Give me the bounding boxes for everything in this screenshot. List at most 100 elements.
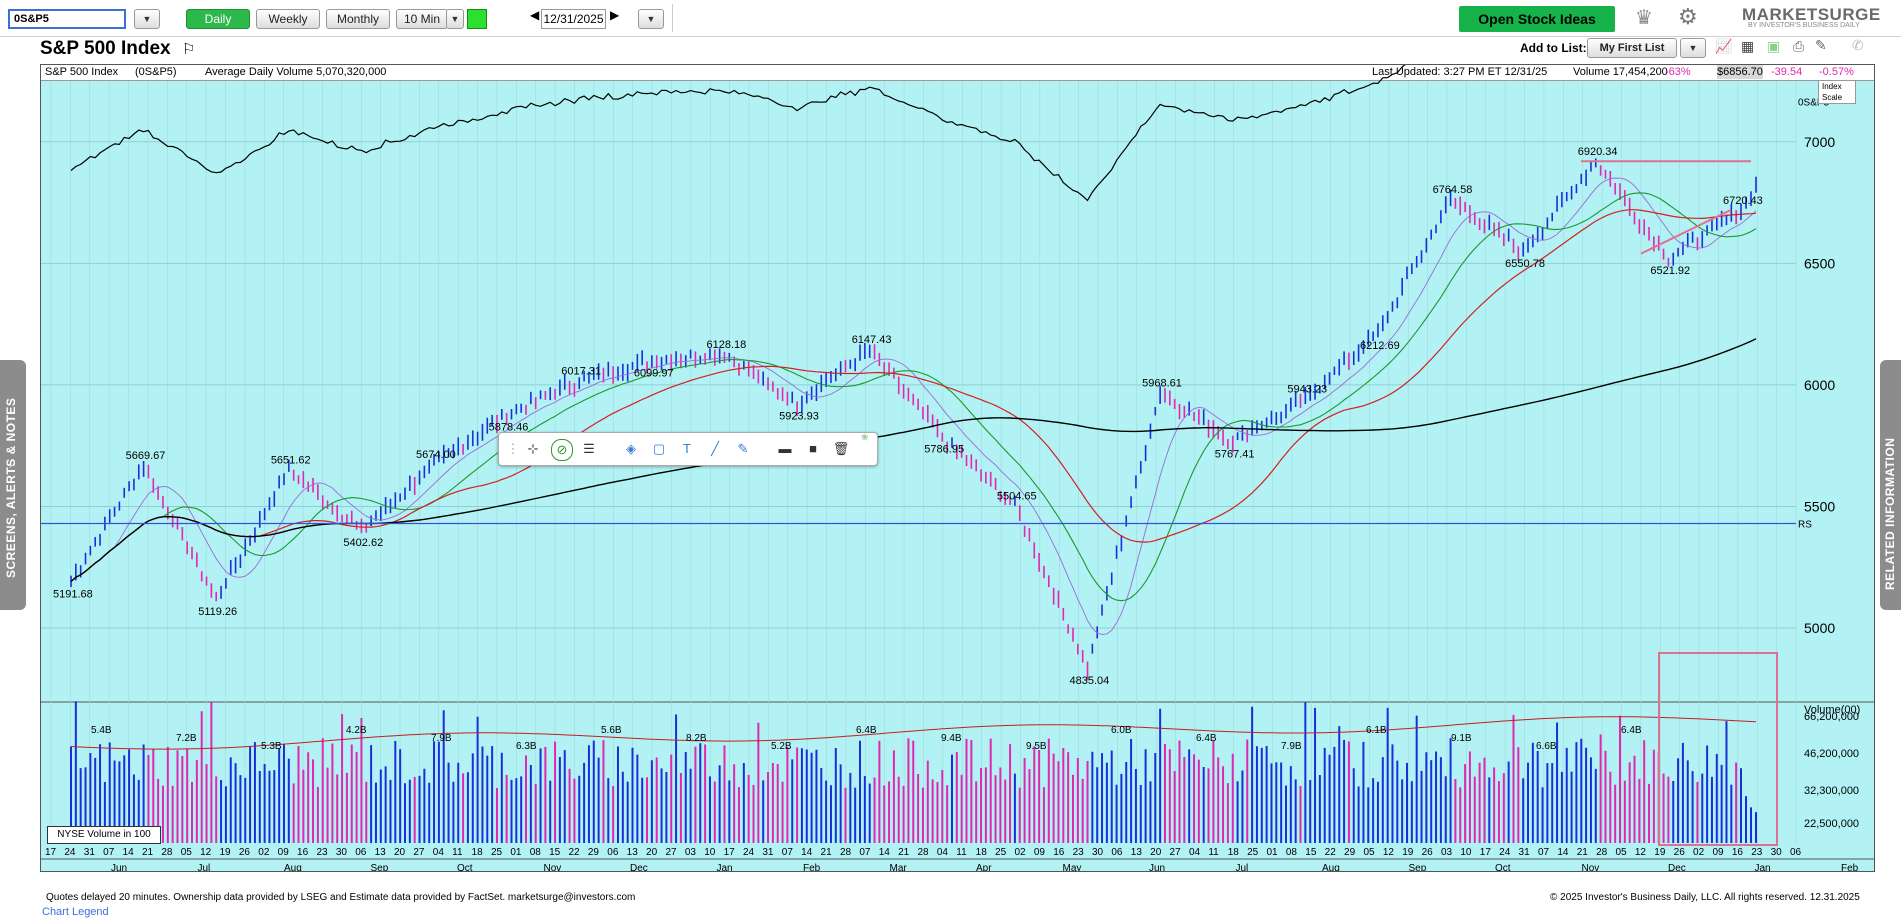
volume-annotation: 6.6B — [1536, 741, 1557, 752]
date-dropdown-button[interactable]: ▼ — [638, 9, 664, 29]
x-tick-label: 12 — [1383, 847, 1395, 858]
price-annotation: 5968.61 — [1142, 378, 1182, 390]
list-select[interactable]: My First List — [1587, 38, 1677, 58]
x-tick-label: 26 — [239, 847, 251, 858]
volume-annotation: 9.1B — [1451, 733, 1472, 744]
x-tick-label: 30 — [336, 847, 348, 858]
x-tick-label: 18 — [472, 847, 484, 858]
settings-gear-icon[interactable]: ⚙ — [1678, 4, 1698, 29]
monthly-button[interactable]: Monthly — [326, 9, 390, 29]
month-label: Feb — [803, 863, 821, 872]
symbol-dropdown-button[interactable]: ▼ — [134, 9, 160, 29]
x-tick-label: 24 — [1499, 847, 1511, 858]
index-scale-line1: Index — [1822, 82, 1842, 91]
volume-annotation: 7.2B — [176, 733, 197, 744]
pen-tool-icon[interactable]: ✎ — [737, 441, 749, 456]
price-annotation: 5923.93 — [779, 410, 819, 422]
x-tick-label: 02 — [258, 847, 270, 858]
x-tick-label: 17 — [45, 847, 57, 858]
rectangle-tool-icon[interactable]: ▢ — [652, 441, 666, 456]
list-tool-icon[interactable]: ☰ — [583, 441, 595, 456]
x-tick-label: 29 — [588, 847, 600, 858]
paint-bucket-icon[interactable]: ◈ — [626, 441, 636, 456]
right-sidebar-label: RELATED INFORMATION — [1883, 437, 1897, 590]
x-tick-label: 19 — [1402, 847, 1414, 858]
price-annotation: 6099.97 — [634, 368, 674, 380]
x-tick-label: 11 — [452, 847, 463, 858]
x-tick-label: 14 — [1557, 847, 1569, 858]
x-tick-label: 10 — [1460, 847, 1472, 858]
x-tick-label: 30 — [1092, 847, 1104, 858]
crosshair-tool-icon[interactable]: ⊹ — [527, 441, 539, 456]
price-tick-label: 6500 — [1804, 255, 1835, 271]
last-price: $6856.70 — [1717, 65, 1763, 79]
x-tick-label: 21 — [821, 847, 833, 858]
x-tick-label: 16 — [1732, 847, 1744, 858]
drag-handle-icon[interactable]: ⋮ — [506, 441, 520, 456]
tools-icon[interactable]: ✎ — [1815, 37, 1827, 53]
hide-drawings-icon[interactable]: ⊘ — [551, 439, 573, 461]
intraday-dropdown-button[interactable]: ▼ — [446, 9, 464, 29]
live-status-indicator[interactable] — [467, 9, 487, 29]
volume-axis-label: Volume(00) — [1804, 704, 1860, 716]
price-annotation: 6017.31 — [561, 366, 601, 378]
month-label: Dec — [630, 863, 648, 872]
print-icon[interactable]: ⎙ — [1793, 38, 1805, 54]
image-icon[interactable]: ▣ — [1767, 38, 1781, 54]
x-tick-label: 04 — [433, 847, 445, 858]
list-dropdown-button[interactable]: ▼ — [1680, 38, 1706, 58]
trendline-tool-icon[interactable]: ╱ — [711, 441, 719, 456]
volume-annotation: 6.1B — [1366, 725, 1387, 736]
x-tick-label: 31 — [1519, 847, 1531, 858]
index-scale-box[interactable]: Index Scale — [1818, 80, 1856, 104]
price-annotation: 5674.00 — [416, 449, 456, 461]
grid-view-icon[interactable]: ▦ — [1741, 38, 1755, 54]
chart-compare-icon[interactable]: 📈 — [1715, 38, 1733, 54]
symbol-input[interactable]: 0S&P5 — [8, 9, 126, 29]
right-sidebar-tab[interactable]: RELATED INFORMATION — [1880, 360, 1901, 610]
open-stock-ideas-button[interactable]: Open Stock Ideas — [1459, 6, 1615, 32]
x-tick-label: 17 — [724, 847, 736, 858]
daily-button[interactable]: Daily — [186, 9, 250, 29]
chart-legend-link[interactable]: Chart Legend — [42, 906, 109, 918]
stock-chart[interactable]: S&P 500 Index (0S&P5) Average Daily Volu… — [40, 64, 1875, 872]
x-tick-label: 16 — [1053, 847, 1065, 858]
x-tick-label: 20 — [646, 847, 658, 858]
left-sidebar-tab[interactable]: SCREENS, ALERTS & NOTES › — [0, 360, 26, 610]
last-updated: Last Updated: 3:27 PM ET 12/31/25 — [1372, 66, 1548, 78]
x-tick-label: 13 — [1131, 847, 1143, 858]
price-annotation: 5767.41 — [1215, 448, 1255, 460]
price-tick-label: 5000 — [1804, 620, 1835, 636]
x-tick-label: 28 — [1596, 847, 1608, 858]
month-label: Jun — [111, 863, 127, 872]
line-style-icon[interactable]: ▬ — [778, 441, 792, 456]
color-swatch-icon[interactable]: ■ — [809, 441, 817, 456]
alerts-icon[interactable]: ♛ — [1635, 7, 1653, 29]
x-tick-label: 19 — [220, 847, 232, 858]
prev-date-arrow-icon[interactable]: ◀ — [530, 8, 540, 22]
volume-annotation: 5.6B — [601, 725, 622, 736]
text-tool-icon[interactable]: T — [683, 441, 691, 456]
date-field[interactable]: 12/31/2025 — [541, 9, 606, 29]
x-tick-label: 04 — [937, 847, 949, 858]
x-tick-label: 14 — [123, 847, 135, 858]
volume-annotation: 4.2B — [346, 725, 367, 736]
day-volume: Volume 17,454,200 — [1573, 66, 1668, 78]
delete-drawings-icon[interactable]: 🗑 — [832, 441, 850, 456]
x-tick-label: 04 — [1189, 847, 1201, 858]
month-label: Sep — [1409, 863, 1427, 872]
volume-annotation: 7.9B — [1281, 741, 1302, 752]
rs-line — [70, 65, 1406, 202]
rs-series-label: 0S&P5 — [1798, 97, 1830, 108]
flag-icon[interactable]: ⚐ — [182, 41, 196, 58]
volume-annotation: 6.3B — [516, 741, 537, 752]
x-tick-label: 27 — [1170, 847, 1182, 858]
weekly-button[interactable]: Weekly — [256, 9, 320, 29]
intraday-button[interactable]: 10 Min — [396, 9, 448, 29]
month-label: Sep — [371, 863, 389, 872]
next-date-arrow-icon[interactable]: ▶ — [610, 8, 620, 22]
phone-icon[interactable]: ✆ — [1852, 37, 1864, 53]
drawbar-settings-icon[interactable]: ❀ — [861, 432, 869, 442]
volume-tick-label: 22,500,000 — [1804, 818, 1859, 830]
month-label: Jan — [1755, 863, 1771, 872]
